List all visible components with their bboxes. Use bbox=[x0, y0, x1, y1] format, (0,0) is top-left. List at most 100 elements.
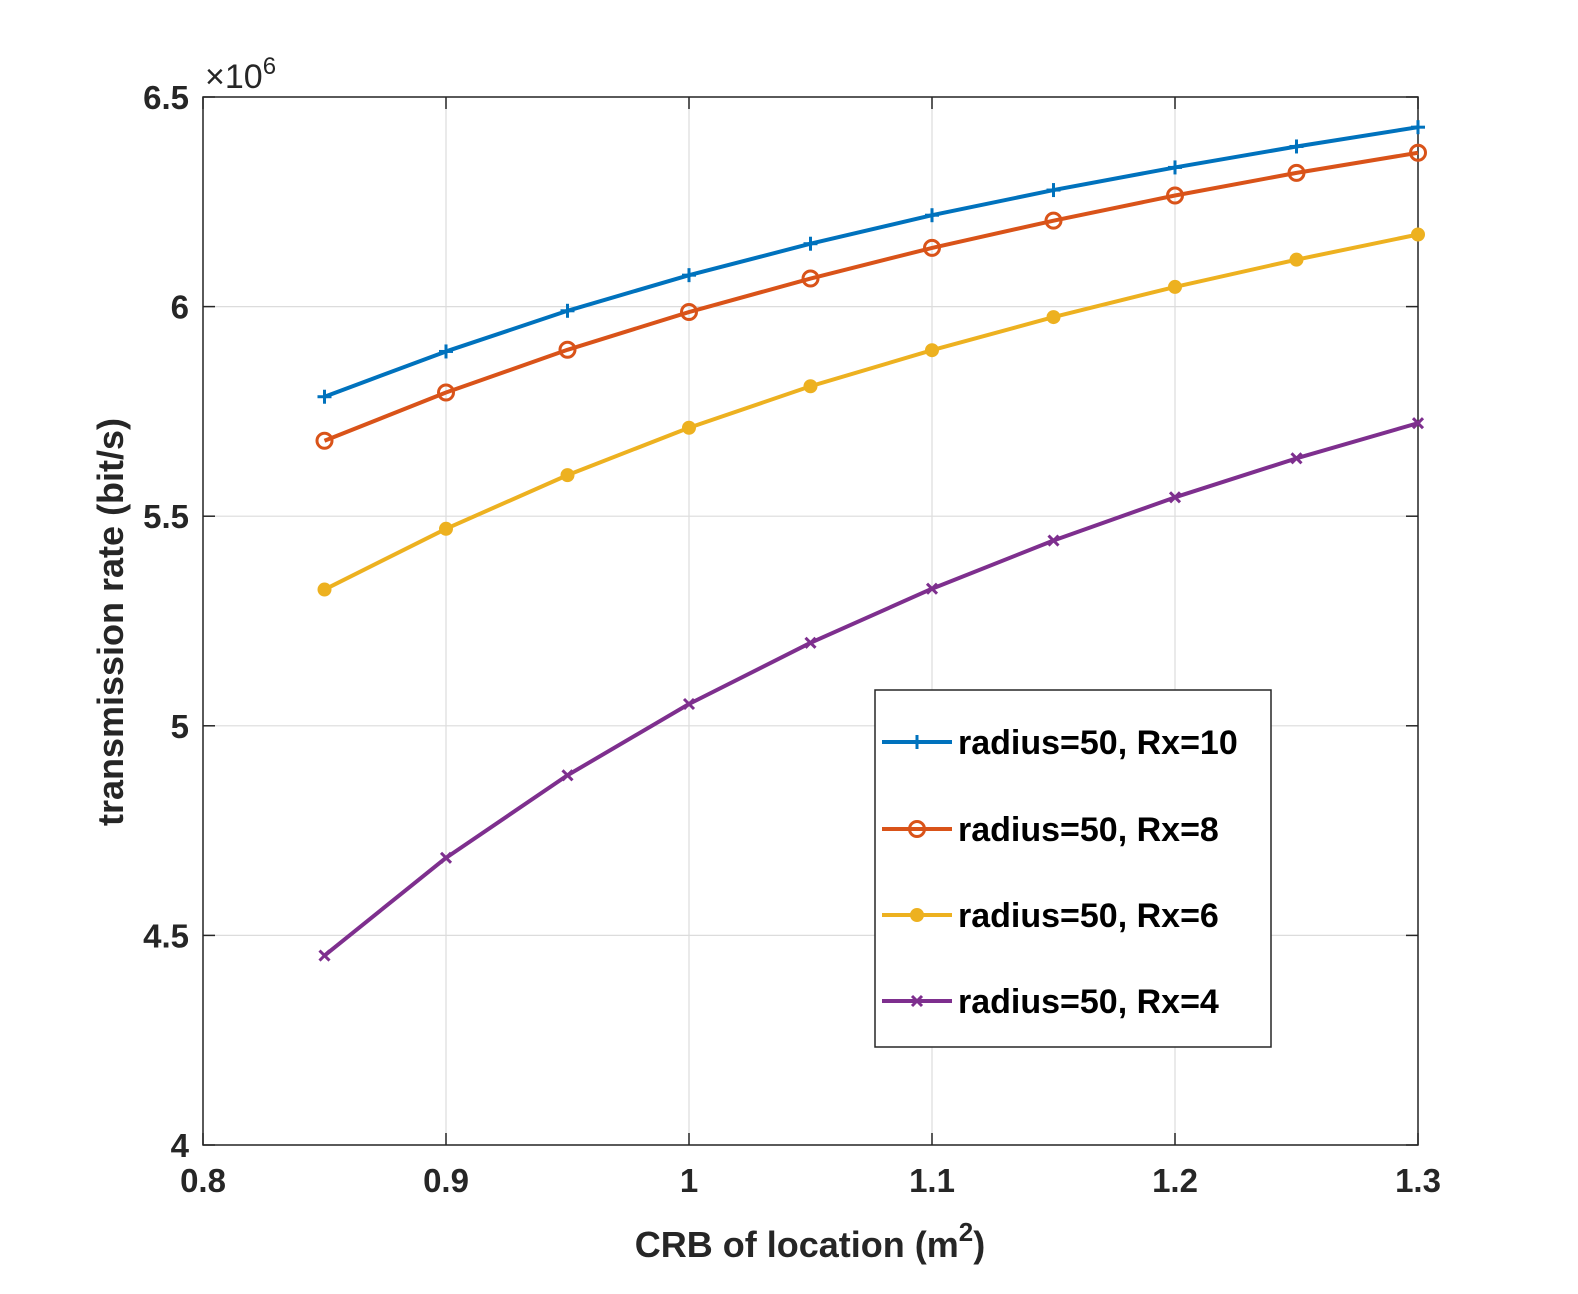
data-point bbox=[1289, 252, 1304, 267]
data-point bbox=[439, 344, 453, 359]
data-point bbox=[803, 379, 818, 394]
dot-marker bbox=[910, 908, 924, 922]
plus-marker bbox=[925, 208, 939, 223]
x-marker-b bbox=[925, 582, 939, 595]
legend-entry: radius=50, Rx=8 bbox=[882, 811, 1219, 849]
dot-marker bbox=[803, 379, 818, 394]
x-marker-b bbox=[318, 949, 331, 962]
series-layer bbox=[315, 120, 1427, 962]
series-line bbox=[323, 421, 1419, 958]
data-point bbox=[925, 343, 939, 358]
x-marker bbox=[682, 697, 696, 711]
data-point bbox=[1289, 139, 1304, 154]
x-marker bbox=[318, 949, 331, 962]
plus-marker bbox=[439, 344, 453, 359]
legend-entry: radius=50, Rx=10 bbox=[882, 724, 1238, 762]
data-point bbox=[1409, 143, 1427, 162]
dot-marker bbox=[1168, 279, 1182, 294]
circle-marker bbox=[558, 340, 577, 359]
x-axis-label: CRB of location (m2) bbox=[635, 1217, 985, 1265]
series-line bbox=[323, 232, 1419, 592]
plus-marker bbox=[682, 268, 696, 283]
dot-marker bbox=[560, 468, 575, 483]
data-point bbox=[682, 697, 696, 711]
plus-marker bbox=[910, 735, 924, 749]
data-point bbox=[803, 236, 818, 251]
circle-marker bbox=[680, 303, 698, 322]
data-point bbox=[558, 340, 577, 359]
series-2 bbox=[315, 143, 1427, 450]
data-point bbox=[1044, 211, 1063, 230]
data-point bbox=[1046, 183, 1061, 198]
x-marker-b bbox=[1290, 452, 1303, 465]
data-point bbox=[560, 303, 575, 318]
plot-area-frame bbox=[202, 96, 1419, 1146]
data-point bbox=[561, 769, 574, 782]
data-point bbox=[1168, 279, 1182, 294]
data-point bbox=[1047, 534, 1060, 547]
series-line bbox=[323, 150, 1419, 443]
data-point bbox=[1168, 160, 1182, 175]
dot-marker bbox=[1046, 310, 1061, 325]
data-point bbox=[1411, 417, 1425, 430]
x-tick-label: 1.2 bbox=[1152, 1162, 1198, 1199]
dot-marker bbox=[317, 582, 332, 597]
series-4 bbox=[318, 417, 1425, 962]
dot-marker bbox=[682, 420, 696, 435]
circle-marker bbox=[908, 820, 926, 838]
circle-marker bbox=[437, 383, 455, 402]
x-marker-b bbox=[910, 994, 924, 1008]
x-axis-label-main: CRB of location (m bbox=[635, 1224, 959, 1265]
y-axis-label: transmission rate (bit/s) bbox=[90, 418, 131, 826]
circle-marker bbox=[315, 431, 334, 450]
circle-marker bbox=[801, 269, 820, 288]
data-point bbox=[801, 269, 820, 288]
x-marker bbox=[804, 636, 817, 649]
legend-label: radius=50, Rx=6 bbox=[958, 897, 1219, 935]
data-point bbox=[560, 468, 575, 483]
x-marker-b bbox=[561, 769, 574, 782]
x-marker bbox=[439, 851, 453, 864]
data-point bbox=[1287, 163, 1306, 182]
dot-marker bbox=[925, 343, 939, 358]
data-point bbox=[682, 420, 696, 435]
data-point bbox=[1290, 452, 1303, 465]
x-marker-b bbox=[439, 851, 453, 864]
x-marker bbox=[925, 582, 939, 595]
data-point bbox=[318, 949, 331, 962]
circle-marker bbox=[1044, 211, 1063, 230]
y-multiplier-exponent: 6 bbox=[263, 53, 276, 80]
data-point bbox=[680, 303, 698, 322]
data-point bbox=[439, 521, 453, 536]
x-marker-b bbox=[1047, 534, 1060, 547]
dot-marker bbox=[439, 521, 453, 536]
x-axis-label-close: ) bbox=[973, 1224, 985, 1265]
x-tick-label: 1.1 bbox=[909, 1162, 955, 1199]
data-point bbox=[682, 268, 696, 283]
data-point bbox=[925, 208, 939, 223]
dot-marker bbox=[1411, 227, 1425, 242]
data-point bbox=[1168, 491, 1182, 504]
x-marker bbox=[1047, 534, 1060, 547]
plus-marker bbox=[1411, 120, 1425, 135]
dot-marker bbox=[1289, 252, 1304, 267]
plus-marker bbox=[803, 236, 818, 251]
legend-label: radius=50, Rx=8 bbox=[958, 811, 1219, 849]
data-point bbox=[1411, 120, 1425, 135]
data-point bbox=[1046, 310, 1061, 325]
x-marker-b bbox=[804, 636, 817, 649]
circle-marker bbox=[1166, 186, 1184, 205]
data-point bbox=[317, 582, 332, 597]
circle-marker bbox=[1409, 143, 1427, 162]
y-tick-label: 6.5 bbox=[143, 79, 189, 116]
plus-marker bbox=[1046, 183, 1061, 198]
plus-marker bbox=[560, 303, 575, 318]
data-point bbox=[925, 582, 939, 595]
data-point bbox=[804, 636, 817, 649]
x-tick-label: 0.8 bbox=[180, 1162, 226, 1199]
x-marker-b bbox=[1411, 417, 1425, 430]
legend: radius=50, Rx=10 radius=50, Rx=8 radius=50… bbox=[874, 689, 1272, 1048]
